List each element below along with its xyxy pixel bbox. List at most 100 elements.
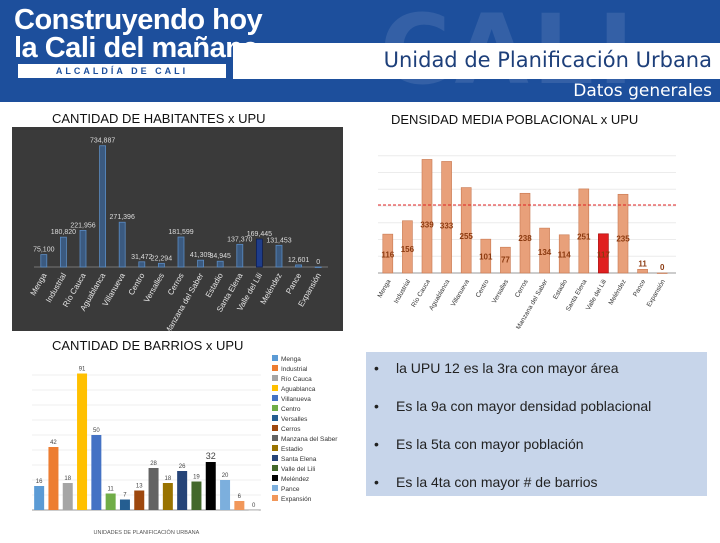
legend-label: Manzana del Saber	[281, 436, 338, 443]
logo-line-2: la Cali del mañana	[14, 32, 259, 64]
densidad-value-label: 11	[638, 259, 647, 268]
densidad-category-label: Expansión	[646, 278, 667, 308]
densidad-bar	[480, 238, 492, 274]
densidad-value-label: 255	[460, 232, 474, 241]
habitantes-bar	[197, 259, 205, 268]
barrios-bar	[191, 481, 202, 510]
habitantes-bar	[118, 221, 126, 268]
legend-label: Río Cauca	[281, 376, 312, 383]
densidad-title: DENSIDAD MEDIA POBLACIONAL x UPU	[391, 112, 639, 127]
habitantes-bar	[236, 243, 244, 268]
barrios-value-label: 6	[238, 494, 242, 500]
habitantes-bar	[216, 260, 224, 268]
densidad-bar	[500, 246, 511, 274]
legend-swatch	[272, 435, 278, 441]
legend-swatch	[272, 485, 278, 491]
bullet-item: • la UPU 12 es la 3ra con mayor área	[374, 360, 619, 376]
barrios-chart: 16 42 18 91 50 11 7 13 28 18 26 19 32 20 6 0 UNIDADES DE…	[32, 355, 338, 536]
legend-label: Cerros	[281, 426, 301, 433]
habitantes-value-label: 0	[316, 259, 320, 266]
densidad-bar	[617, 193, 629, 274]
densidad-value-label: 251	[577, 232, 591, 241]
barrios-value-label: 28	[150, 461, 157, 467]
densidad-value-label: 156	[401, 245, 415, 254]
densidad-bar	[441, 161, 452, 274]
habitantes-value-label: 75,100	[33, 247, 55, 254]
habitantes-value-label: 221,956	[70, 222, 95, 229]
legend-swatch	[272, 425, 278, 431]
legend-label: Pance	[281, 486, 300, 493]
habitantes-category-label: Estadio	[204, 271, 225, 299]
habitantes-value-label: 180,820	[51, 229, 76, 236]
densidad-category-label: Estadio	[552, 278, 569, 301]
densidad-category-label: Cerros	[514, 278, 530, 299]
legend-swatch	[272, 465, 278, 471]
habitantes-chart-panel: 75,100 Menga 180,820 Industrial 221,956 Río C…	[12, 127, 343, 336]
legend-swatch	[272, 415, 278, 421]
habitantes-bar	[99, 145, 106, 268]
habitantes-bar	[60, 236, 67, 268]
summary-box: • la UPU 12 es la 3ra con mayor área • Es …	[366, 352, 707, 496]
densidad-bar	[519, 192, 531, 274]
densidad-bar	[402, 220, 413, 274]
habitantes-bar	[255, 238, 263, 268]
barrios-value-label: 11	[108, 487, 115, 493]
densidad-value-label: 117	[597, 250, 610, 259]
barrios-bar	[119, 499, 130, 510]
densidad-value-label: 0	[660, 263, 665, 272]
densidad-chart-panel: 116 Menga 156 Industrial 339 Río Cauca 333 Agua…	[366, 131, 712, 331]
densidad-bar	[637, 269, 648, 274]
barrios-bar	[48, 447, 59, 510]
legend-swatch	[272, 455, 278, 461]
habitantes-bar	[157, 262, 165, 268]
barrios-x-axis-label: UNIDADES DE PLANIFICACIÓN URBANA	[94, 529, 200, 536]
densidad-value-label: 114	[558, 251, 571, 260]
habitantes-value-label: 169,445	[247, 231, 272, 238]
barrios-title: CANTIDAD DE BARRIOS x UPU	[52, 338, 244, 353]
legend-label: Expansión	[281, 496, 312, 503]
barrios-bar	[77, 373, 88, 510]
habitantes-value-label: 137,370	[227, 236, 252, 243]
densidad-value-label: 238	[518, 234, 532, 243]
legend-label: Santa Elena	[281, 456, 317, 463]
legend-swatch	[272, 475, 278, 481]
barrios-value-label: 20	[222, 473, 229, 479]
legend-label: Centro	[281, 406, 301, 413]
legend-label: Versalles	[281, 416, 308, 423]
habitantes-value-label: 31,472	[131, 254, 153, 261]
legend-swatch	[272, 395, 278, 401]
habitantes-category-label: Cerros	[166, 272, 186, 297]
page-subtitle: Datos generales	[573, 81, 712, 101]
densidad-category-label: Meléndez	[608, 279, 628, 307]
barrios-value-label: 32	[206, 451, 216, 461]
page-title: Unidad de Planificación Urbana	[383, 48, 712, 72]
habitantes-value-label: 22,294	[151, 255, 173, 262]
barrios-value-label: 18	[165, 476, 172, 482]
legend-label: Aguablanca	[281, 386, 316, 393]
densidad-value-label: 116	[381, 250, 394, 259]
barrios-value-label: 16	[36, 479, 43, 485]
densidad-chart: 116 Menga 156 Industrial 339 Río Cauca 333 Agua…	[377, 155, 676, 331]
barrios-bar	[62, 483, 73, 510]
densidad-category-label: Menga	[377, 278, 393, 299]
densidad-bar	[578, 188, 590, 274]
legend-swatch	[272, 385, 278, 391]
bullet-item: • Es la 4ta con mayor # de barrios	[374, 474, 598, 490]
habitantes-value-label: 34,945	[209, 253, 231, 260]
densidad-category-label: Industrial	[393, 278, 413, 305]
barrios-value-label: 42	[50, 440, 57, 446]
habitantes-value-label: 734,887	[90, 138, 115, 145]
legend-swatch	[272, 355, 278, 361]
barrios-bar	[177, 471, 188, 510]
habitantes-bar	[40, 254, 48, 268]
legend-swatch	[272, 375, 278, 381]
barrios-bar	[105, 493, 116, 510]
densidad-bar	[598, 233, 609, 274]
habitantes-value-label: 41,309	[190, 252, 212, 259]
densidad-category-label: Centro	[475, 278, 491, 299]
densidad-category-label: Pance	[632, 278, 647, 298]
habitantes-value-label: 12,601	[288, 257, 310, 264]
densidad-value-label: 339	[420, 221, 434, 230]
logo-line-1: Construyendo hoy	[14, 4, 263, 36]
alcaldia-label: ALCALDÍA DE CALI	[18, 64, 226, 78]
